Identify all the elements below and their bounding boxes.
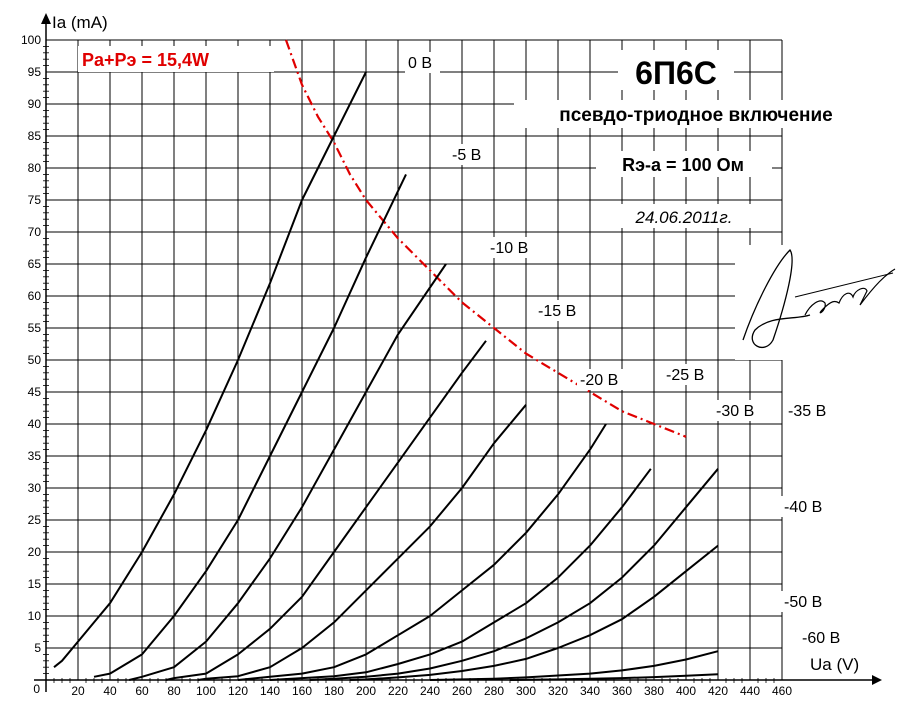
subtitle-bg (514, 100, 878, 128)
x-tick-label: 240 (420, 684, 440, 698)
y-tick-label: 65 (28, 257, 42, 271)
curve-line-9 (429, 650, 719, 681)
curve-line-2 (128, 263, 447, 681)
y-tick-label: 20 (28, 545, 42, 559)
curve-label-7: -35 В (788, 403, 826, 420)
curve-line-7 (309, 468, 719, 681)
power-limit-line (284, 39, 687, 438)
y-tick-label: 60 (28, 289, 42, 303)
x-tick-label: 200 (356, 684, 376, 698)
curve-label-bg (405, 52, 440, 73)
curve-label-0: 0 В (408, 55, 432, 72)
y-axis-title: Ia (mA) (52, 13, 108, 32)
x-tick-label: 60 (135, 684, 149, 698)
x-tick-label: 140 (260, 684, 280, 698)
curve-label-bg (449, 144, 493, 165)
y-tick-label: 45 (28, 385, 42, 399)
y-axis-arrow (41, 13, 51, 24)
curve-line-0 (53, 71, 367, 668)
curve-label-bg (781, 591, 834, 612)
curve-label-1: -5 В (452, 147, 481, 164)
date-label: 24.06.2011г. (635, 208, 733, 227)
curve-label-bg (663, 364, 716, 385)
y-tick-label: 70 (28, 225, 42, 239)
y-tick-label: 35 (28, 449, 42, 463)
curve-label-10: -60 В (802, 630, 840, 647)
x-tick-label: 20 (71, 684, 85, 698)
y-tick-label: 90 (28, 97, 42, 111)
date-bg (616, 204, 752, 228)
origin-label: 0 (33, 682, 40, 696)
curve-label-bg (781, 496, 834, 517)
power-limit-curve (284, 39, 687, 438)
y-tick-label: 15 (28, 577, 42, 591)
x-tick-label: 80 (167, 684, 181, 698)
subtitle: псевдо-триодное включение (559, 105, 833, 126)
signature (735, 245, 896, 360)
y-tick-label: 85 (28, 129, 42, 143)
x-axis-title: Ua (V) (810, 655, 859, 674)
title-bg (618, 50, 734, 90)
y-tick-label: 5 (34, 641, 41, 655)
tube-title: 6П6С (635, 55, 717, 91)
y-tick-label: 80 (28, 161, 42, 175)
curve-label-3: -15 В (538, 303, 576, 320)
x-tick-label: 160 (292, 684, 312, 698)
curve-label-bg (487, 237, 540, 258)
x-tick-label: 440 (740, 684, 760, 698)
curve-line-4 (197, 404, 527, 681)
y-tick-label: 30 (28, 481, 42, 495)
curve-label-bg (577, 369, 630, 390)
x-tick-label: 220 (388, 684, 408, 698)
x-tick-label: 120 (228, 684, 248, 698)
curve-label-bg (785, 400, 838, 421)
curve-line-6 (269, 468, 652, 681)
curve-label-bg (713, 400, 766, 421)
y-tick-label: 95 (28, 65, 42, 79)
x-tick-label: 40 (103, 684, 117, 698)
y-tick-label: 25 (28, 513, 42, 527)
x-tick-label: 400 (676, 684, 696, 698)
y-tick-label: 40 (28, 417, 42, 431)
x-tick-label: 460 (772, 684, 792, 698)
curve-line-10 (509, 673, 719, 681)
y-tick-label: 75 (28, 193, 42, 207)
x-tick-label: 280 (484, 684, 504, 698)
curve-label-2: -10 В (490, 240, 528, 257)
x-tick-label: 300 (516, 684, 536, 698)
anode-curves (53, 71, 719, 681)
power-label-bg (78, 46, 274, 72)
y-tick-label: 50 (28, 353, 42, 367)
y-tick-label: 55 (28, 321, 42, 335)
curve-label-bg (535, 300, 588, 321)
curve-label-4: -20 В (580, 372, 618, 389)
x-tick-label: 340 (580, 684, 600, 698)
curve-labels: 0 В -5 В -10 В -15 В -20 В -25 В -30 В -35 В -40… (405, 52, 852, 648)
y-tick-label: 10 (28, 609, 42, 623)
curve-label-8: -40 В (784, 499, 822, 516)
x-tick-label: 360 (612, 684, 632, 698)
x-tick-label: 100 (196, 684, 216, 698)
curve-label-bg (799, 627, 852, 648)
x-tick-label: 260 (452, 684, 472, 698)
curve-line-3 (165, 340, 487, 681)
resistor-label: Rэ-a = 100 Ом (622, 155, 744, 175)
x-axis-arrow (872, 675, 882, 685)
curve-line-8 (349, 544, 719, 681)
x-tick-label: 380 (644, 684, 664, 698)
curve-line-1 (93, 173, 407, 678)
grid (43, 39, 783, 683)
curve-line-5 (237, 423, 607, 681)
resistor-bg (596, 151, 772, 177)
tick-labels: 20 40 60 80 100 120 140 160 180 200 220 240 260 280 30… (21, 33, 792, 698)
x-tick-label: 320 (548, 684, 568, 698)
power-label: Pa+Pэ = 15,4W (82, 50, 209, 70)
x-tick-label: 420 (708, 684, 728, 698)
x-tick-label: 180 (324, 684, 344, 698)
curve-label-6: -30 В (716, 403, 754, 420)
curve-label-9: -50 В (784, 594, 822, 611)
curve-label-5: -25 В (666, 367, 704, 384)
y-tick-label: 100 (21, 33, 41, 47)
